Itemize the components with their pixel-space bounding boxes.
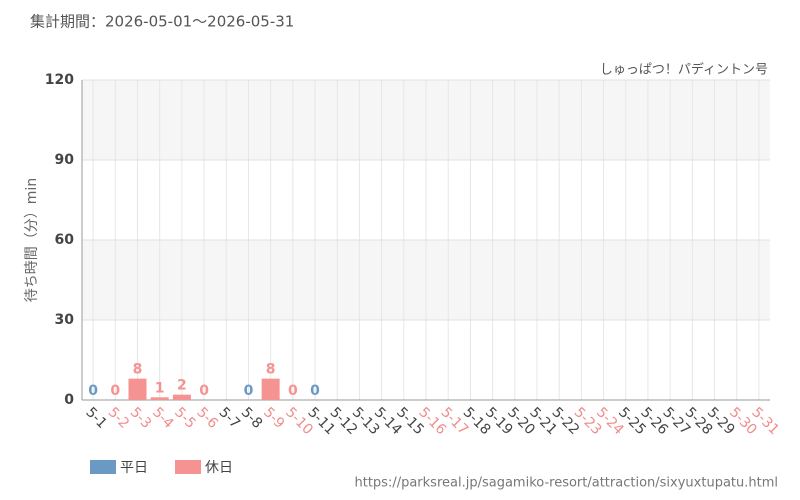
- x-tick-label: 5-1: [82, 404, 109, 431]
- x-tick-label: 5-2: [105, 404, 132, 431]
- legend-swatch: [90, 460, 116, 474]
- data-label: 8: [133, 362, 143, 378]
- x-tick-label: 5-6: [193, 404, 221, 432]
- data-label: 8: [266, 362, 276, 378]
- chart-subtitle: しゅっぱつ！パディントン号: [600, 62, 768, 78]
- data-label: 0: [110, 383, 120, 399]
- data-label: 0: [288, 383, 298, 399]
- legend-label: 平日: [120, 460, 148, 476]
- y-tick-label: 90: [55, 152, 75, 168]
- chart-title: 集計期間：2026-05-01～2026-05-31: [30, 13, 294, 31]
- x-tick-label: 5-3: [127, 404, 154, 431]
- data-label: 2: [177, 378, 187, 394]
- x-tick-label: 5-7: [216, 404, 243, 431]
- source: https://parksreal.jp/sagamiko-resort/att…: [354, 476, 778, 491]
- x-tick-label: 5-9: [260, 404, 287, 431]
- x-tick-label: 5-4: [149, 404, 177, 432]
- x-tick-label: 5-8: [238, 404, 265, 431]
- bar: [172, 394, 191, 400]
- bar: [150, 397, 169, 400]
- x-tick-label: 5-5: [171, 404, 198, 431]
- bar: [128, 378, 147, 400]
- y-tick-label: 0: [64, 392, 74, 408]
- data-label: 0: [310, 383, 320, 399]
- bar: [261, 378, 280, 400]
- data-label: 0: [244, 383, 254, 399]
- y-tick-label: 60: [55, 232, 75, 248]
- legend-label: 休日: [205, 460, 233, 476]
- y-tick-label: 120: [45, 72, 74, 88]
- data-label: 0: [88, 383, 98, 399]
- legend-swatch: [175, 460, 201, 474]
- y-axis-label: 待ち時間（分）min: [24, 178, 40, 302]
- y-tick-label: 30: [55, 312, 75, 328]
- data-label: 0: [199, 383, 209, 399]
- data-label: 1: [155, 380, 165, 396]
